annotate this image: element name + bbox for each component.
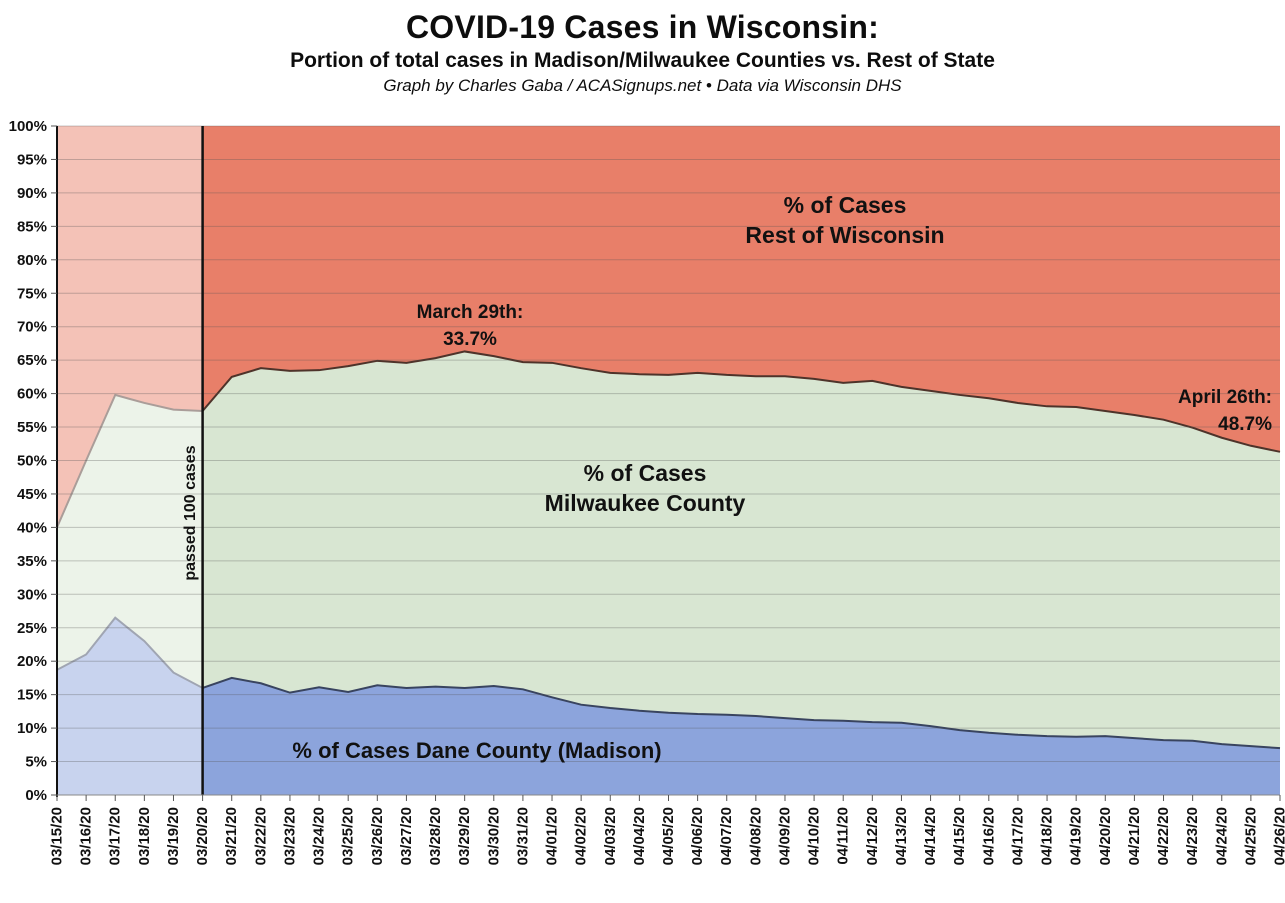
x-axis-labels: 03/15/20 03/16/20 03/17/20 03/18/20 03/19/20… (49, 795, 1285, 865)
y-tick-label: 5% (25, 754, 47, 771)
x-tick-label: 03/31/20 (514, 807, 531, 865)
x-tick-label: 04/18/20 (1039, 807, 1056, 865)
x-tick-label: 04/23/20 (1184, 807, 1201, 865)
x-tick-label: 03/21/20 (223, 807, 240, 865)
rest-of-wisconsin-label: % of Cases (784, 192, 907, 218)
x-tick-label: 04/12/20 (864, 807, 881, 865)
stacked-area-chart-svg: passed 100 cases 100% 95% 90% 85% 80% 75% 70% 65… (0, 113, 1285, 898)
dane-county-label: % of Cases Dane County (Madison) (292, 738, 661, 763)
chart-header: COVID-19 Cases in Wisconsin: Portion of … (0, 0, 1285, 113)
y-tick-label: 10% (17, 720, 47, 737)
passed-100-cases-label: passed 100 cases (182, 445, 199, 580)
chart-title: COVID-19 Cases in Wisconsin: (0, 9, 1285, 46)
y-tick-label: 35% (17, 553, 47, 570)
x-tick-label: 03/17/20 (107, 807, 124, 865)
y-tick-label: 70% (17, 319, 47, 336)
milwaukee-county-label: % of Cases (584, 460, 707, 486)
x-tick-label: 04/03/20 (602, 807, 619, 865)
x-tick-label: 04/21/20 (1126, 807, 1143, 865)
y-tick-label: 55% (17, 419, 47, 436)
x-tick-label: 03/29/20 (456, 807, 473, 865)
x-tick-label: 04/22/20 (1155, 807, 1172, 865)
april-26-annotation: 48.7% (1218, 414, 1272, 435)
x-tick-label: 04/05/20 (660, 807, 677, 865)
x-tick-label: 04/08/20 (747, 807, 764, 865)
x-tick-label: 03/26/20 (369, 807, 386, 865)
chart-credit: Graph by Charles Gaba / ACASignups.net •… (0, 76, 1285, 96)
milwaukee-county-label: Milwaukee County (545, 490, 746, 516)
x-tick-label: 04/10/20 (806, 807, 823, 865)
x-tick-label: 03/30/20 (485, 807, 502, 865)
y-tick-label: 45% (17, 486, 47, 503)
x-tick-label: 03/18/20 (136, 807, 153, 865)
x-tick-label: 03/20/20 (194, 807, 211, 865)
x-tick-label: 04/07/20 (718, 807, 735, 865)
chart-subtitle: Portion of total cases in Madison/Milwau… (0, 49, 1285, 73)
x-tick-label: 04/15/20 (951, 807, 968, 865)
x-tick-label: 04/20/20 (1097, 807, 1114, 865)
y-tick-label: 75% (17, 285, 47, 302)
y-tick-label: 50% (17, 453, 47, 470)
x-tick-label: 03/24/20 (311, 807, 328, 865)
x-tick-label: 03/27/20 (398, 807, 415, 865)
y-tick-label: 0% (25, 787, 47, 804)
y-tick-label: 95% (17, 151, 47, 168)
x-tick-label: 04/26/20 (1272, 807, 1285, 865)
y-tick-label: 40% (17, 519, 47, 536)
x-tick-label: 03/22/20 (252, 807, 269, 865)
y-tick-label: 80% (17, 252, 47, 269)
x-tick-label: 04/17/20 (1009, 807, 1026, 865)
y-tick-label: 60% (17, 386, 47, 403)
march-29-annotation: March 29th: (417, 302, 524, 323)
x-tick-label: 03/23/20 (281, 807, 298, 865)
x-tick-label: 04/11/20 (835, 807, 852, 865)
x-tick-label: 04/25/20 (1242, 807, 1259, 865)
x-tick-label: 04/01/20 (544, 807, 561, 865)
x-tick-label: 04/02/20 (573, 807, 590, 865)
x-tick-label: 04/24/20 (1213, 807, 1230, 865)
x-tick-label: 03/16/20 (78, 807, 95, 865)
march-29-annotation: 33.7% (443, 329, 497, 350)
y-tick-label: 25% (17, 620, 47, 637)
y-tick-label: 15% (17, 687, 47, 704)
x-tick-label: 04/04/20 (631, 807, 648, 865)
y-tick-label: 85% (17, 218, 47, 235)
x-tick-label: 04/06/20 (689, 807, 706, 865)
y-tick-label: 30% (17, 586, 47, 603)
x-tick-label: 04/19/20 (1068, 807, 1085, 865)
april-26-annotation: April 26th: (1178, 387, 1272, 408)
y-axis-labels: 100% 95% 90% 85% 80% 75% 70% 65% 60% 55% 50% 45% 40%… (9, 118, 57, 804)
x-tick-label: 03/19/20 (165, 807, 182, 865)
x-tick-label: 04/09/20 (776, 807, 793, 865)
x-tick-label: 03/28/20 (427, 807, 444, 865)
x-tick-label: 03/15/20 (49, 807, 66, 865)
x-tick-label: 04/14/20 (922, 807, 939, 865)
y-tick-label: 90% (17, 185, 47, 202)
stacked-area-chart: passed 100 cases 100% 95% 90% 85% 80% 75% 70% 65… (0, 113, 1285, 898)
y-tick-label: 100% (9, 118, 47, 135)
x-tick-label: 04/13/20 (893, 807, 910, 865)
x-tick-label: 03/25/20 (340, 807, 357, 865)
y-tick-label: 20% (17, 653, 47, 670)
x-tick-label: 04/16/20 (980, 807, 997, 865)
rest-of-wisconsin-label: Rest of Wisconsin (745, 222, 944, 248)
y-tick-label: 65% (17, 352, 47, 369)
